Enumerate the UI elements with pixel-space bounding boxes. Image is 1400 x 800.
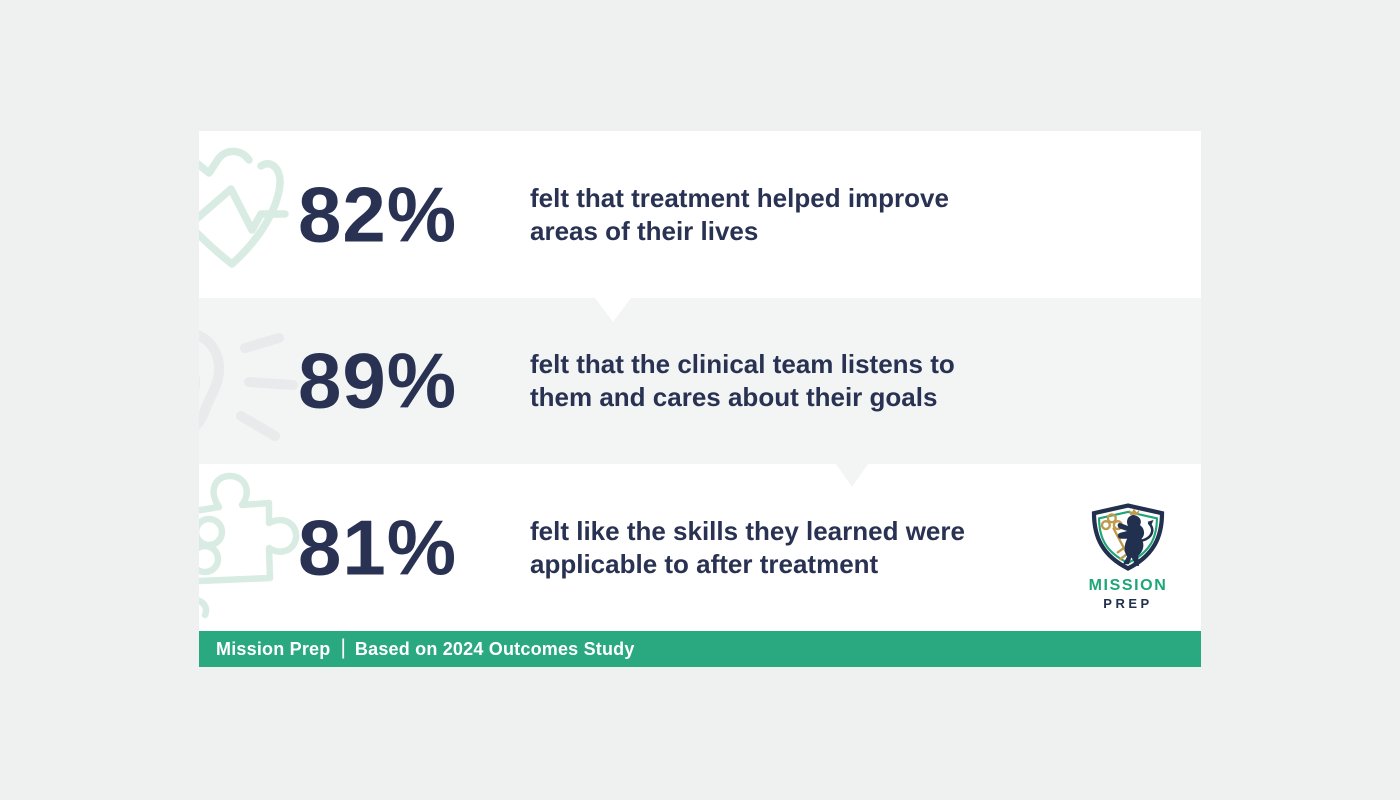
stat-description: felt that the clinical team listens to t… [530, 348, 1090, 414]
logo-wordmark-prep: PREP [1103, 596, 1153, 611]
footer-brand: Mission Prep [216, 638, 331, 659]
stat-row-skills: 81% felt like the skills they learned we… [199, 464, 1201, 631]
mission-prep-logo: MISSION PREP [1074, 503, 1182, 611]
stat-value: 89% [298, 336, 458, 425]
shield-lion-icon [1091, 503, 1165, 571]
puzzle-icon [199, 472, 300, 619]
footer-separator: | [340, 636, 346, 659]
stat-row-treatment: 82% felt that treatment helped improve a… [199, 131, 1201, 298]
stat-description-line1: felt that treatment helped improve [530, 182, 949, 213]
stat-description-line2: areas of their lives [530, 215, 759, 246]
stat-value: 82% [298, 170, 458, 258]
crown-icon [1128, 508, 1140, 515]
stat-description-line1: felt that the clinical team listens to [530, 349, 955, 379]
stat-value: 81% [298, 503, 458, 591]
footer-source-note: Based on 2024 Outcomes Study [354, 638, 635, 659]
heartbeat-icon [199, 147, 289, 268]
logo-wordmark-mission: MISSION [1088, 577, 1168, 594]
ear-icon [199, 330, 298, 441]
stat-description-line1: felt like the skills they learned were [530, 515, 965, 546]
stat-row-clinical-team: 89% felt that the clinical team listens … [199, 298, 1201, 464]
stat-description-line2: them and cares about their goals [530, 382, 938, 412]
speech-notch-bottom [836, 464, 868, 487]
speech-notch-top [595, 298, 631, 322]
infographic-card: 82% felt that treatment helped improve a… [199, 131, 1201, 667]
lion-icon [1117, 508, 1154, 566]
stat-description: felt that treatment helped improve areas… [530, 182, 1090, 248]
attribution-bar: Mission Prep | Based on 2024 Outcomes St… [199, 631, 1201, 667]
stat-description-line2: applicable to after treatment [530, 548, 879, 579]
stat-description: felt like the skills they learned were a… [530, 515, 1090, 581]
